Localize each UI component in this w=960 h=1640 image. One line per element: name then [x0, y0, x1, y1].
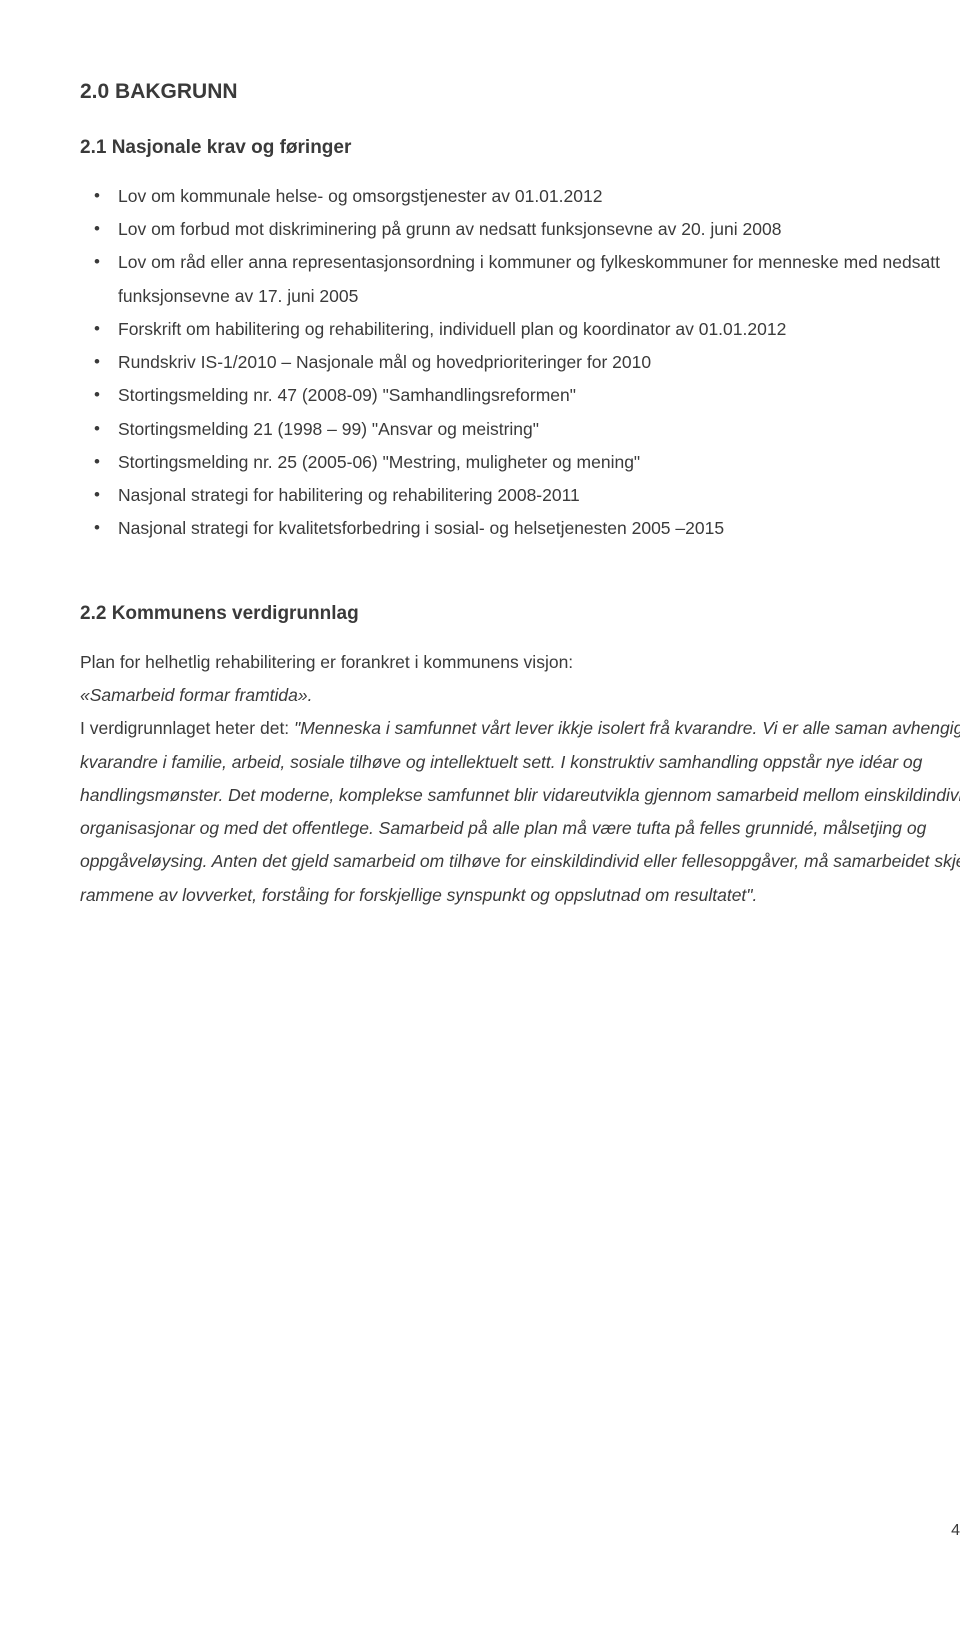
bullet-list: Lov om kommunale helse- og omsorgstjenes…	[80, 180, 960, 546]
list-item: Stortingsmelding nr. 25 (2005-06) "Mestr…	[80, 446, 960, 479]
page-number: 4	[951, 1516, 960, 1546]
paragraph-text: I verdigrunnlaget heter det:	[80, 718, 294, 738]
list-item: Forskrift om habilitering og rehabiliter…	[80, 313, 960, 346]
section-heading: 2.0 BAKGRUNN	[80, 72, 960, 112]
list-item: Nasjonal strategi for kvalitetsforbedrin…	[80, 512, 960, 545]
list-item: Stortingsmelding 21 (1998 – 99) "Ansvar …	[80, 413, 960, 446]
paragraph-italic: «Samarbeid formar framtida».	[80, 685, 312, 705]
list-item: Lov om kommunale helse- og omsorgstjenes…	[80, 180, 960, 213]
list-item: Stortingsmelding nr. 47 (2008-09) "Samha…	[80, 379, 960, 412]
subsection-heading-2-1: 2.1 Nasjonale krav og føringer	[80, 130, 960, 166]
paragraph-text: Plan for helhetlig rehabilitering er for…	[80, 652, 573, 672]
list-item: Lov om råd eller anna representasjonsord…	[80, 246, 960, 313]
body-paragraph: I verdigrunnlaget heter det: "Menneska i…	[80, 712, 960, 912]
list-item: Nasjonal strategi for habilitering og re…	[80, 479, 960, 512]
subsection-heading-2-2: 2.2 Kommunens verdigrunnlag	[80, 596, 960, 632]
list-item: Lov om forbud mot diskriminering på grun…	[80, 213, 960, 246]
paragraph-italic: "Menneska i samfunnet vårt lever ikkje i…	[80, 718, 960, 904]
list-item: Rundskriv IS-1/2010 – Nasjonale mål og h…	[80, 346, 960, 379]
body-paragraph: Plan for helhetlig rehabilitering er for…	[80, 646, 960, 713]
